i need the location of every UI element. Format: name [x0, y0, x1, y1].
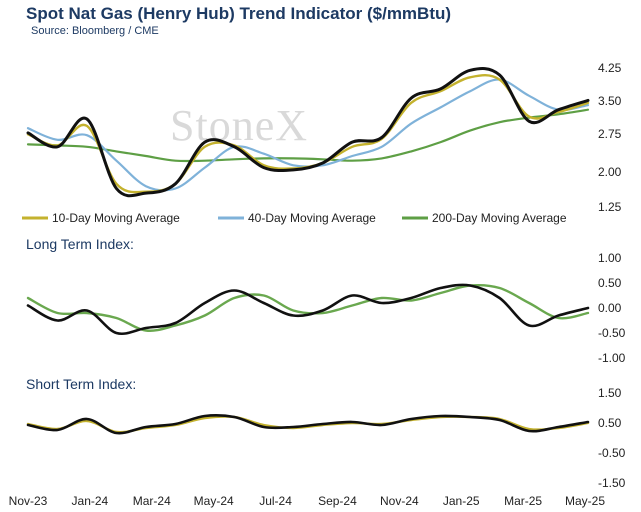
long-term-panel: [26, 283, 590, 335]
y-tick-label: -0.50: [598, 326, 626, 340]
short-term-index-title: Short Term Index:: [26, 376, 136, 392]
short-term-y-axis: 1.50 0.50 -0.50 -1.50: [598, 386, 626, 490]
chart-title: Spot Nat Gas (Henry Hub) Trend Indicator…: [26, 4, 451, 23]
y-tick-label: 2.75: [598, 127, 622, 141]
legend-label: 200-Day Moving Average: [432, 211, 567, 225]
y-tick-label: 0.50: [598, 276, 622, 290]
x-tick-label: Jan-24: [72, 494, 109, 508]
long-term-index-title: Long Term Index:: [26, 236, 134, 252]
x-tick-label: Nov-23: [9, 494, 48, 508]
y-tick-label: -1.50: [598, 476, 626, 490]
x-tick-label: Sep-24: [318, 494, 357, 508]
short-term-panel: [26, 414, 590, 435]
legend-label: 10-Day Moving Average: [52, 211, 180, 225]
y-tick-label: 1.00: [598, 251, 622, 265]
y-tick-label: -0.50: [598, 446, 626, 460]
y-tick-label: 1.50: [598, 386, 622, 400]
x-tick-label: Nov-24: [380, 494, 419, 508]
price-panel: [26, 67, 590, 198]
price-y-axis: 4.25 3.50 2.75 2.00 1.25: [598, 61, 622, 214]
x-tick-label: Mar-25: [504, 494, 542, 508]
long-term-signal-line: [26, 283, 590, 332]
long-term-y-axis: 1.00 0.50 0.00 -0.50 -1.00: [598, 251, 626, 365]
x-tick-label: May-25: [565, 494, 605, 508]
y-tick-label: 0.50: [598, 416, 622, 430]
x-tick-label: Jan-25: [443, 494, 480, 508]
x-axis: Nov-23 Jan-24 Mar-24 May-24 Jul-24 Sep-24 Nov-…: [9, 494, 606, 508]
stonex-watermark: StoneX: [170, 101, 308, 150]
legend-label: 40-Day Moving Average: [248, 211, 376, 225]
x-tick-label: Jul-24: [259, 494, 292, 508]
price-legend: 10-Day Moving Average 40-Day Moving Avera…: [22, 211, 567, 225]
short-term-index-line: [26, 414, 590, 435]
x-tick-label: May-24: [194, 494, 234, 508]
chart-source: Source: Bloomberg / CME: [31, 25, 159, 37]
y-tick-label: 0.00: [598, 301, 622, 315]
y-tick-label: 2.00: [598, 165, 622, 179]
y-tick-label: 1.25: [598, 200, 622, 214]
y-tick-label: -1.00: [598, 351, 626, 365]
x-tick-label: Mar-24: [133, 494, 171, 508]
ma40-line: [26, 78, 590, 192]
ma10-line: [26, 74, 590, 194]
ma200-line: [26, 108, 590, 163]
spot-price-line: [26, 67, 590, 198]
long-term-index-line: [26, 283, 590, 335]
y-tick-label: 3.50: [598, 94, 622, 108]
y-tick-label: 4.25: [598, 61, 622, 75]
